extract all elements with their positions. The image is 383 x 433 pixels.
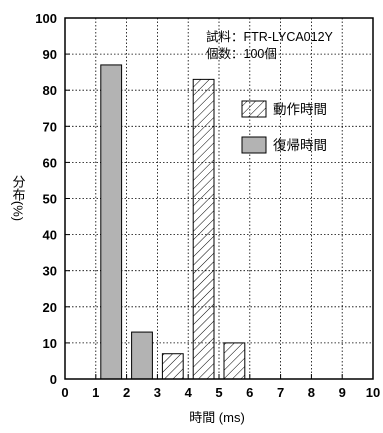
legend-swatch-release xyxy=(241,136,267,154)
y-tick-label: 10 xyxy=(43,336,57,351)
sample-note: 試料：FTR-LYCA012Y xyxy=(206,29,334,44)
legend-label-release: 復帰時間 xyxy=(273,137,327,153)
x-tick-label: 2 xyxy=(123,385,130,400)
x-tick-label: 0 xyxy=(61,385,68,400)
release-time-bar xyxy=(100,64,123,380)
y-tick-label: 20 xyxy=(43,300,57,315)
operate-time-bar xyxy=(192,78,215,380)
x-tick-label: 4 xyxy=(185,385,193,400)
bars xyxy=(100,64,246,380)
y-tick-label: 60 xyxy=(43,155,57,170)
y-tick-label: 80 xyxy=(43,83,57,98)
x-tick-label: 6 xyxy=(246,385,253,400)
x-tick-label: 7 xyxy=(277,385,284,400)
x-axis-title: 時間 (ms) xyxy=(189,410,245,425)
y-tick-label: 30 xyxy=(43,264,57,279)
x-axis-ticks: 0 1 2 3 4 5 6 7 8 9 10 xyxy=(61,374,380,400)
y-tick-label: 50 xyxy=(43,192,57,207)
grid-lines xyxy=(65,18,373,379)
x-tick-label: 3 xyxy=(154,385,161,400)
operate-time-bar xyxy=(223,342,246,380)
y-axis-title: 分布(%) xyxy=(11,175,26,221)
x-tick-label: 9 xyxy=(339,385,346,400)
legend-label-operate: 動作時間 xyxy=(273,102,327,117)
x-tick-label: 1 xyxy=(92,385,99,400)
y-axis-ticks: 0 10 20 30 40 50 60 70 80 90 100 xyxy=(35,11,70,387)
y-tick-label: 100 xyxy=(35,11,57,26)
y-tick-label: 90 xyxy=(43,47,57,62)
legend-swatch-operate xyxy=(241,100,267,118)
count-note: 個数：100個 xyxy=(206,46,277,61)
x-tick-label: 8 xyxy=(308,385,315,400)
y-tick-label: 40 xyxy=(43,228,57,243)
legend: 動作時間 復帰時間 xyxy=(241,100,327,154)
x-tick-label: 5 xyxy=(215,385,222,400)
operate-time-bar xyxy=(161,353,184,380)
y-tick-label: 0 xyxy=(50,372,57,387)
y-tick-label: 70 xyxy=(43,119,57,134)
release-time-bar xyxy=(131,331,153,380)
x-tick-label: 10 xyxy=(366,385,380,400)
